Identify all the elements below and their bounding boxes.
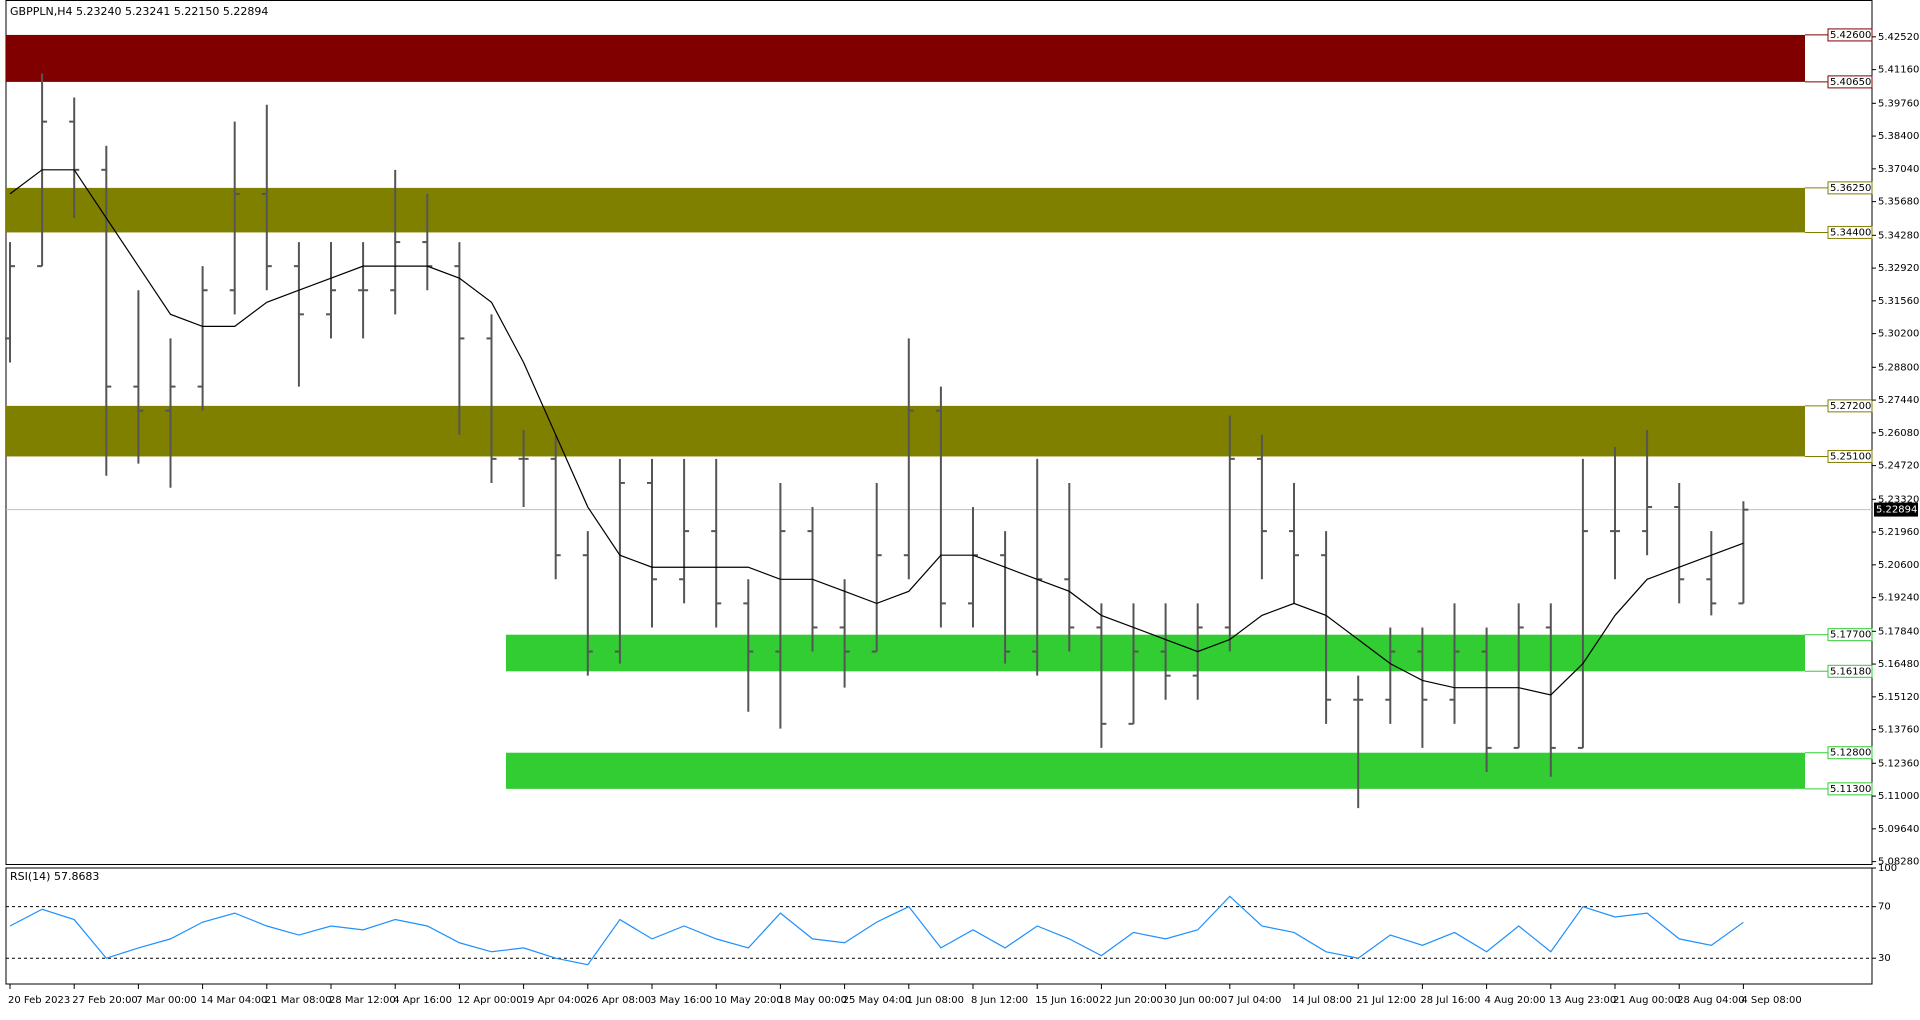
y-tick-label: 5.39760 xyxy=(1878,98,1919,109)
x-tick-label: 8 Jun 12:00 xyxy=(971,995,1028,1006)
x-tick-label: 28 Jul 16:00 xyxy=(1420,995,1480,1006)
zone-label: 5.42600 xyxy=(1830,30,1871,41)
x-tick-label: 4 Aug 20:00 xyxy=(1485,995,1546,1006)
x-tick-label: 10 May 20:00 xyxy=(714,995,783,1006)
zone-label: 5.25100 xyxy=(1830,451,1871,462)
y-tick-label: 5.27440 xyxy=(1878,395,1919,406)
x-tick-label: 27 Feb 20:00 xyxy=(72,995,138,1006)
zone-label-box xyxy=(1827,181,1873,195)
zone-label: 5.40650 xyxy=(1830,77,1871,88)
y-tick-label: 5.35680 xyxy=(1878,197,1919,208)
x-tick-label: 22 Jun 20:00 xyxy=(1099,995,1163,1006)
x-tick-label: 21 Jul 12:00 xyxy=(1356,995,1416,1006)
x-tick-label: 7 Jul 04:00 xyxy=(1228,995,1282,1006)
x-tick-label: 13 Aug 23:00 xyxy=(1549,995,1616,1006)
x-tick-label: 30 Jun 00:00 xyxy=(1164,995,1228,1006)
x-tick-label: 26 Apr 08:00 xyxy=(586,995,651,1006)
x-tick-label: 28 Mar 12:00 xyxy=(329,995,396,1006)
zone-label: 5.27200 xyxy=(1830,401,1871,412)
y-tick-label: 5.16480 xyxy=(1878,659,1919,670)
x-tick-label: 19 Apr 04:00 xyxy=(522,995,587,1006)
y-tick-label: 5.38400 xyxy=(1878,131,1919,142)
zone xyxy=(6,34,1805,82)
y-tick-label: 5.09640 xyxy=(1878,824,1919,835)
last-price-box xyxy=(1874,502,1918,517)
zone-label-box xyxy=(1827,628,1873,642)
x-tick-label: 15 Jun 16:00 xyxy=(1035,995,1099,1006)
y-tick-label: 5.28800 xyxy=(1878,362,1919,373)
rsi-tick-label: 100 xyxy=(1878,863,1897,874)
zone-label-box xyxy=(1827,75,1873,89)
x-tick-label: 7 Mar 00:00 xyxy=(136,995,196,1006)
y-tick-label: 5.20600 xyxy=(1878,560,1919,571)
y-tick-label: 5.15120 xyxy=(1878,692,1919,703)
y-tick-label: 5.23320 xyxy=(1878,494,1919,505)
x-tick-label: 20 Feb 2023 xyxy=(8,995,70,1006)
rsi-frame xyxy=(5,867,1873,985)
zone-label: 5.34400 xyxy=(1830,227,1871,238)
zone-label: 5.16180 xyxy=(1830,666,1871,677)
x-tick-label: 21 Aug 00:00 xyxy=(1613,995,1680,1006)
x-tick-label: 28 Aug 04:00 xyxy=(1677,995,1744,1006)
chart-title: GBPPLN,H4 5.23240 5.23241 5.22150 5.2289… xyxy=(10,5,268,18)
x-tick-label: 14 Jul 08:00 xyxy=(1292,995,1352,1006)
zone xyxy=(506,752,1805,789)
y-tick-label: 5.41160 xyxy=(1878,65,1919,76)
zone-label-box xyxy=(1827,225,1873,239)
y-tick-label: 5.11000 xyxy=(1878,791,1919,802)
last-price-label: 5.22894 xyxy=(1876,505,1917,516)
y-tick-label: 5.34280 xyxy=(1878,230,1919,241)
y-tick-label: 5.17840 xyxy=(1878,626,1919,637)
y-tick-label: 5.13760 xyxy=(1878,725,1919,736)
zone-label-box xyxy=(1827,399,1873,413)
y-tick-label: 5.21960 xyxy=(1878,527,1919,538)
y-tick-label: 5.19240 xyxy=(1878,593,1919,604)
y-tick-label: 5.26080 xyxy=(1878,428,1919,439)
y-tick-label: 5.12360 xyxy=(1878,758,1919,769)
zone-label: 5.11300 xyxy=(1830,784,1871,795)
zone-label: 5.12800 xyxy=(1830,748,1871,759)
y-tick-label: 5.32920 xyxy=(1878,263,1919,274)
y-tick-label: 5.24720 xyxy=(1878,461,1919,472)
moving-average xyxy=(9,169,1744,696)
zone-label: 5.17700 xyxy=(1830,630,1871,641)
zone-label-box xyxy=(1827,746,1873,760)
zone-label: 5.36250 xyxy=(1830,183,1871,194)
x-tick-label: 14 Mar 04:00 xyxy=(201,995,268,1006)
rsi-label: RSI(14) 57.8683 xyxy=(10,870,99,883)
zone xyxy=(6,187,1805,233)
rsi-tick-label: 30 xyxy=(1878,953,1891,964)
zone-label-box xyxy=(1827,664,1873,678)
y-tick-label: 5.30200 xyxy=(1878,329,1919,340)
y-tick-label: 5.08280 xyxy=(1878,857,1919,868)
zone-label-box xyxy=(1827,28,1873,42)
x-tick-label: 21 Mar 08:00 xyxy=(265,995,332,1006)
zone-label-box xyxy=(1827,449,1873,463)
y-tick-label: 5.37040 xyxy=(1878,164,1919,175)
zone xyxy=(6,405,1805,457)
x-tick-label: 25 May 04:00 xyxy=(843,995,912,1006)
zone-label-box xyxy=(1827,782,1873,796)
x-tick-label: 1 Jun 08:00 xyxy=(907,995,964,1006)
x-tick-label: 18 May 00:00 xyxy=(778,995,847,1006)
y-tick-label: 5.42520 xyxy=(1878,32,1919,43)
rsi-line xyxy=(9,895,1744,966)
x-tick-label: 3 May 16:00 xyxy=(650,995,712,1006)
zone xyxy=(506,634,1805,672)
x-tick-label: 12 Apr 00:00 xyxy=(457,995,522,1006)
x-tick-label: 4 Apr 16:00 xyxy=(393,995,452,1006)
rsi-tick-label: 70 xyxy=(1878,902,1891,913)
x-tick-label: 4 Sep 08:00 xyxy=(1741,995,1801,1006)
y-tick-label: 5.31560 xyxy=(1878,296,1919,307)
